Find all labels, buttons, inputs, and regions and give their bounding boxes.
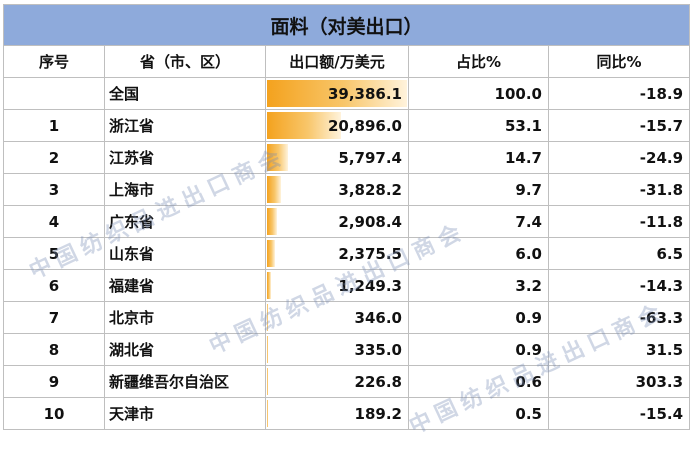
row-export-value: 1,249.3 <box>265 269 409 302</box>
export-value-text: 346.0 <box>354 308 402 327</box>
row-index: 10 <box>3 397 105 430</box>
row-province: 山东省 <box>104 237 266 270</box>
table-row: 5 山东省 2,375.5 6.0 6.5 <box>3 237 691 270</box>
data-bar <box>267 208 278 235</box>
row-share: 0.5 <box>408 397 549 430</box>
row-index: 3 <box>3 173 105 206</box>
table-title: 面料（对美出口） <box>2 4 691 46</box>
row-province: 天津市 <box>104 397 266 430</box>
row-share: 100.0 <box>408 77 549 110</box>
row-index: 4 <box>3 205 105 238</box>
row-export-value: 20,896.0 <box>265 109 409 142</box>
export-value-text: 1,249.3 <box>338 276 402 295</box>
row-export-value: 346.0 <box>265 301 409 334</box>
row-yoy: 6.5 <box>547 237 691 270</box>
header-share: 占比% <box>408 45 549 78</box>
export-value-text: 20,896.0 <box>327 116 402 135</box>
row-province: 江苏省 <box>104 141 266 174</box>
row-index: 8 <box>3 333 105 366</box>
table-row: 10 天津市 189.2 0.5 -15.4 <box>3 397 691 430</box>
row-yoy: -24.9 <box>547 141 691 174</box>
export-value-text: 2,375.5 <box>338 244 402 263</box>
export-value-text: 226.8 <box>354 372 402 391</box>
row-export-value: 3,828.2 <box>265 173 409 206</box>
row-province: 北京市 <box>104 301 266 334</box>
row-export-value: 39,386.1 <box>265 77 409 110</box>
data-bar <box>267 400 268 427</box>
row-export-value: 5,797.4 <box>265 141 409 174</box>
row-index: 1 <box>3 109 105 142</box>
row-yoy: -14.3 <box>547 269 691 302</box>
row-export-value: 2,908.4 <box>265 205 409 238</box>
row-province: 湖北省 <box>104 333 266 366</box>
row-share: 9.7 <box>408 173 549 206</box>
row-index: 7 <box>3 301 105 334</box>
row-province: 浙江省 <box>104 109 266 142</box>
header-index: 序号 <box>3 45 105 78</box>
data-bar <box>267 112 342 139</box>
export-value-text: 3,828.2 <box>338 180 402 199</box>
row-export-value: 2,375.5 <box>265 237 409 270</box>
title-row: 面料（对美出口） <box>2 4 691 46</box>
data-table: 面料（对美出口） 序号 省（市、区） 出口额/万美元 占比% 同比% 全国 39,… <box>2 4 691 430</box>
row-share: 6.0 <box>408 237 549 270</box>
row-province: 上海市 <box>104 173 266 206</box>
export-value-text: 2,908.4 <box>338 212 402 231</box>
export-value-text: 39,386.1 <box>327 84 402 103</box>
data-bar <box>267 240 276 267</box>
table-row: 2 江苏省 5,797.4 14.7 -24.9 <box>3 141 691 174</box>
export-value-text: 5,797.4 <box>338 148 402 167</box>
header-province: 省（市、区） <box>104 45 266 78</box>
row-index: 6 <box>3 269 105 302</box>
row-province: 新疆维吾尔自治区 <box>104 365 266 398</box>
row-share: 0.9 <box>408 301 549 334</box>
row-share: 53.1 <box>408 109 549 142</box>
row-share: 0.9 <box>408 333 549 366</box>
table-row: 3 上海市 3,828.2 9.7 -31.8 <box>3 173 691 206</box>
table-row: 9 新疆维吾尔自治区 226.8 0.6 303.3 <box>3 365 691 398</box>
spreadsheet: 面料（对美出口） 序号 省（市、区） 出口额/万美元 占比% 同比% 全国 39,… <box>2 4 691 447</box>
table-row: 8 湖北省 335.0 0.9 31.5 <box>3 333 691 366</box>
row-yoy: -63.3 <box>547 301 691 334</box>
row-share: 14.7 <box>408 141 549 174</box>
row-index: 2 <box>3 141 105 174</box>
row-export-value: 335.0 <box>265 333 409 366</box>
row-share: 3.2 <box>408 269 549 302</box>
data-bar <box>267 368 268 395</box>
data-bar <box>267 176 281 203</box>
data-bar <box>267 80 407 107</box>
header-yoy: 同比% <box>547 45 691 78</box>
data-bar <box>267 336 269 363</box>
export-value-text: 189.2 <box>354 404 402 423</box>
row-province: 广东省 <box>104 205 266 238</box>
table-row: 4 广东省 2,908.4 7.4 -11.8 <box>3 205 691 238</box>
header-row: 序号 省（市、区） 出口额/万美元 占比% 同比% <box>3 45 691 78</box>
row-index: 5 <box>3 237 105 270</box>
row-yoy: -11.8 <box>547 205 691 238</box>
row-yoy: -18.9 <box>547 77 691 110</box>
data-bar <box>267 144 288 171</box>
row-yoy: -15.4 <box>547 397 691 430</box>
row-yoy: -31.8 <box>547 173 691 206</box>
data-bar <box>267 272 272 299</box>
row-export-value: 226.8 <box>265 365 409 398</box>
table-row: 7 北京市 346.0 0.9 -63.3 <box>3 301 691 334</box>
row-share: 7.4 <box>408 205 549 238</box>
export-value-text: 335.0 <box>354 340 402 359</box>
table-row: 全国 39,386.1 100.0 -18.9 <box>3 77 691 110</box>
row-yoy: 303.3 <box>547 365 691 398</box>
row-index <box>3 77 105 110</box>
header-export-value: 出口额/万美元 <box>265 45 409 78</box>
row-province: 全国 <box>104 77 266 110</box>
row-province: 福建省 <box>104 269 266 302</box>
row-yoy: 31.5 <box>547 333 691 366</box>
data-bar <box>267 304 269 331</box>
row-export-value: 189.2 <box>265 397 409 430</box>
row-yoy: -15.7 <box>547 109 691 142</box>
row-share: 0.6 <box>408 365 549 398</box>
row-index: 9 <box>3 365 105 398</box>
table-row: 6 福建省 1,249.3 3.2 -14.3 <box>3 269 691 302</box>
table-row: 1 浙江省 20,896.0 53.1 -15.7 <box>3 109 691 142</box>
